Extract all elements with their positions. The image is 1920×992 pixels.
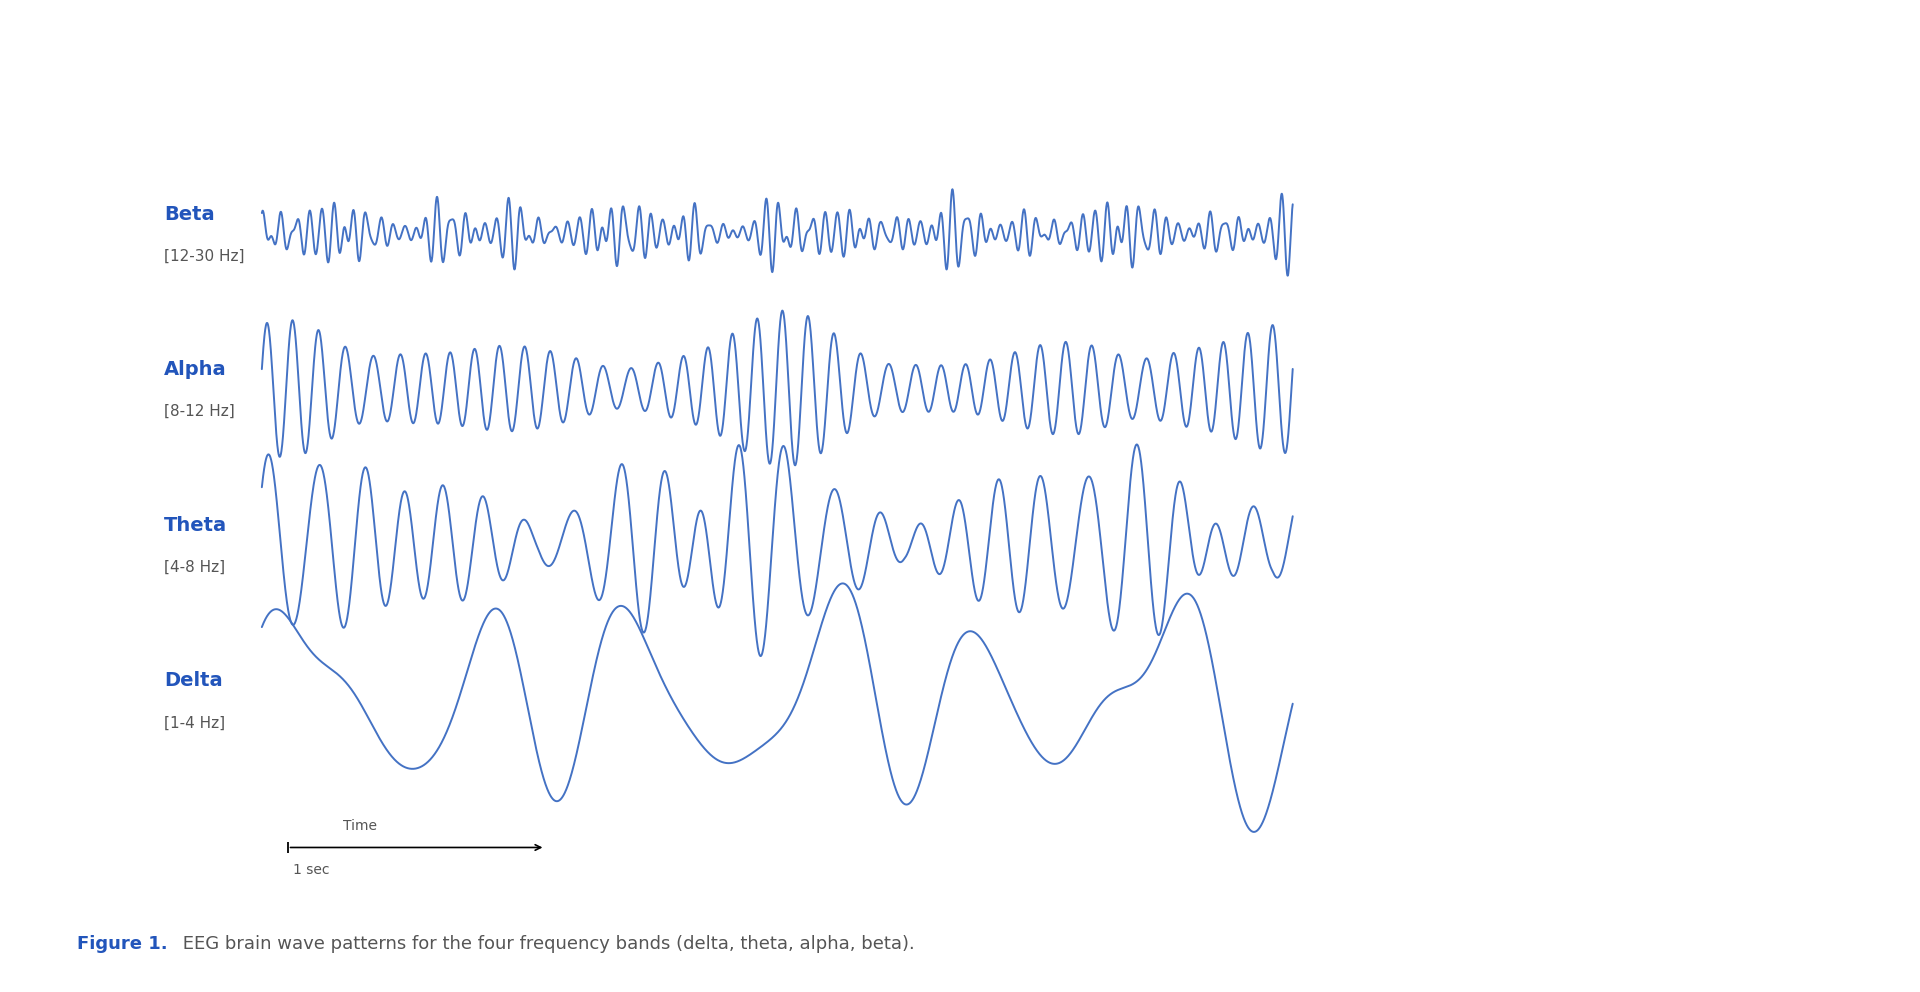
Text: [4-8 Hz]: [4-8 Hz]	[163, 559, 225, 575]
Text: Time: Time	[344, 819, 376, 833]
Text: Alpha: Alpha	[163, 360, 227, 379]
Text: [12-30 Hz]: [12-30 Hz]	[163, 249, 244, 264]
Text: Figure 1.: Figure 1.	[77, 934, 167, 953]
Text: Delta: Delta	[163, 672, 223, 690]
Text: [1-4 Hz]: [1-4 Hz]	[163, 715, 225, 730]
Text: EEG brain wave patterns for the four frequency bands (delta, theta, alpha, beta): EEG brain wave patterns for the four fre…	[177, 934, 914, 953]
Text: Beta: Beta	[163, 204, 215, 223]
Text: [8-12 Hz]: [8-12 Hz]	[163, 405, 234, 420]
Text: 1 sec: 1 sec	[292, 863, 328, 877]
Text: Theta: Theta	[163, 516, 227, 535]
